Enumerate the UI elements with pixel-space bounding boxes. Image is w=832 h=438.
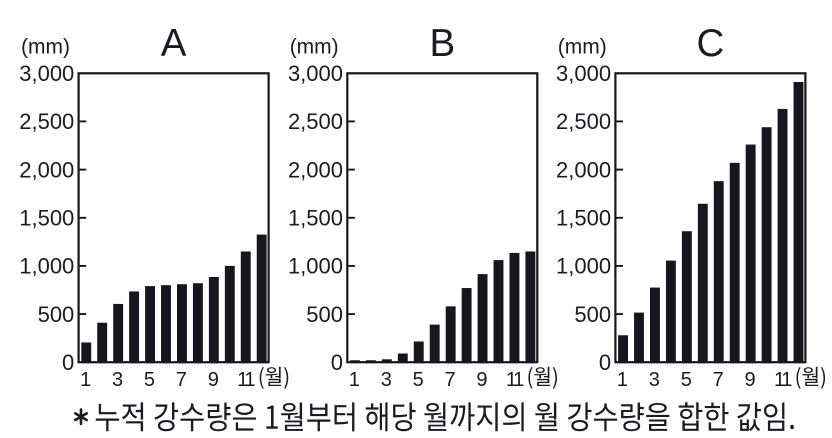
svg-text:2,500: 2,500: [19, 109, 74, 134]
svg-text:1: 1: [617, 369, 628, 391]
svg-text:0: 0: [62, 350, 74, 375]
svg-text:7: 7: [176, 369, 187, 391]
svg-text:5: 5: [144, 369, 155, 391]
svg-text:(mm): (mm): [290, 36, 339, 59]
svg-text:1,000: 1,000: [288, 254, 343, 279]
svg-text:7: 7: [444, 369, 455, 391]
svg-text:2,500: 2,500: [288, 109, 343, 134]
svg-text:3: 3: [112, 369, 123, 391]
svg-text:2,000: 2,000: [19, 157, 74, 182]
svg-text:1,500: 1,500: [19, 205, 74, 230]
svg-text:11: 11: [506, 369, 524, 391]
svg-text:9: 9: [208, 369, 219, 391]
svg-text:5: 5: [413, 369, 424, 391]
svg-text:1,000: 1,000: [556, 254, 611, 279]
svg-text:1,500: 1,500: [556, 205, 611, 230]
svg-text:5: 5: [681, 369, 692, 391]
svg-text:7: 7: [713, 369, 724, 391]
svg-text:3,000: 3,000: [288, 61, 343, 86]
svg-text:(mm): (mm): [21, 36, 70, 59]
svg-text:3,000: 3,000: [19, 61, 74, 86]
svg-text:1: 1: [349, 369, 360, 391]
svg-text:500: 500: [38, 302, 75, 327]
svg-text:1,000: 1,000: [19, 254, 74, 279]
svg-text:3,000: 3,000: [556, 61, 611, 86]
svg-text:500: 500: [306, 302, 343, 327]
svg-text:A: A: [161, 22, 187, 65]
svg-text:500: 500: [574, 302, 611, 327]
svg-text:11: 11: [237, 369, 255, 391]
svg-text:C: C: [696, 22, 724, 65]
svg-text:9: 9: [476, 369, 487, 391]
svg-text:B: B: [429, 22, 455, 65]
svg-text:9: 9: [744, 369, 755, 391]
svg-text:0: 0: [331, 350, 343, 375]
svg-text:1,500: 1,500: [288, 205, 343, 230]
svg-text:3: 3: [649, 369, 660, 391]
svg-text:1: 1: [80, 369, 91, 391]
svg-text:0: 0: [599, 350, 611, 375]
svg-text:3: 3: [381, 369, 392, 391]
svg-text:2,000: 2,000: [288, 157, 343, 182]
svg-text:2,500: 2,500: [556, 109, 611, 134]
svg-text:(mm): (mm): [558, 36, 607, 59]
svg-text:2,000: 2,000: [556, 157, 611, 182]
svg-text:11: 11: [774, 369, 792, 391]
